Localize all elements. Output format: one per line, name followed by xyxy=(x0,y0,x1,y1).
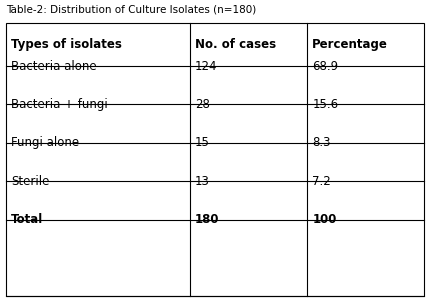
Text: Percentage: Percentage xyxy=(312,38,388,51)
Text: 7.2: 7.2 xyxy=(312,175,331,188)
Text: 13: 13 xyxy=(195,175,210,188)
Text: 68.9: 68.9 xyxy=(312,59,338,73)
Text: Bacteria alone: Bacteria alone xyxy=(11,59,96,73)
Text: Total: Total xyxy=(11,213,43,226)
Text: Bacteria + fungi: Bacteria + fungi xyxy=(11,98,108,111)
Text: 180: 180 xyxy=(195,213,220,226)
Text: Sterile: Sterile xyxy=(11,175,49,188)
Text: 15: 15 xyxy=(195,136,210,149)
Text: 28: 28 xyxy=(195,98,210,111)
Text: No. of cases: No. of cases xyxy=(195,38,276,51)
Text: Fungi alone: Fungi alone xyxy=(11,136,79,149)
Text: Types of isolates: Types of isolates xyxy=(11,38,122,51)
Text: 100: 100 xyxy=(312,213,337,226)
Text: 15.6: 15.6 xyxy=(312,98,338,111)
Text: 124: 124 xyxy=(195,59,218,73)
Text: Table-2: Distribution of Culture Isolates (n=180): Table-2: Distribution of Culture Isolate… xyxy=(6,4,256,14)
Text: 8.3: 8.3 xyxy=(312,136,331,149)
